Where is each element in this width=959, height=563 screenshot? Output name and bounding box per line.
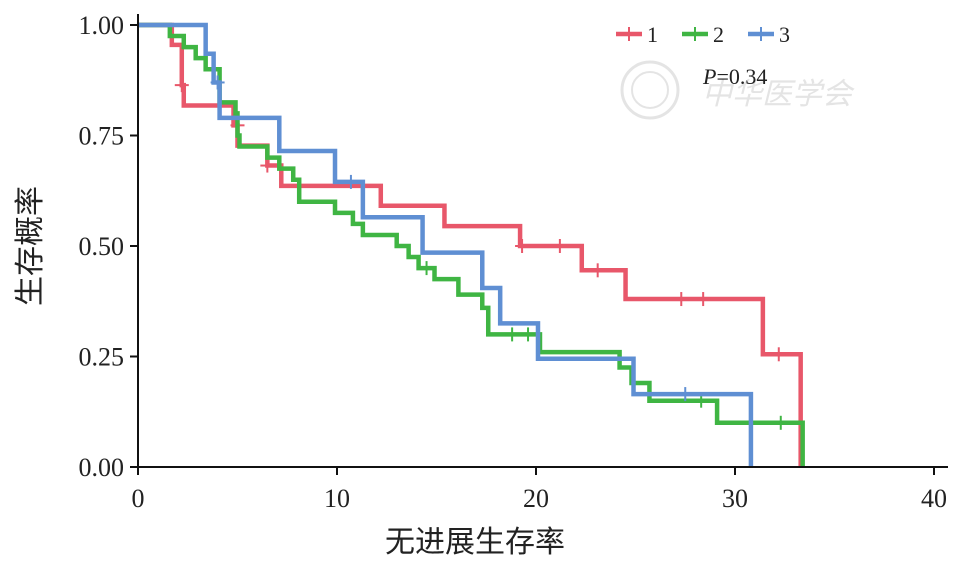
y-tick-label-3: 0.75 xyxy=(79,122,125,151)
p-value-annotation: P=0.34 xyxy=(702,64,767,89)
p-value-symbol: P xyxy=(702,64,716,89)
y-tick-label-4: 1.00 xyxy=(79,11,125,40)
y-axis-title: 生存概率 xyxy=(13,186,48,306)
legend-label-1: 1 xyxy=(647,22,658,47)
watermark-seal-icon xyxy=(620,60,680,120)
watermark-text: 中华医学会 xyxy=(702,77,855,112)
legend: 1 2 3 xyxy=(616,22,790,47)
p-value-text: =0.34 xyxy=(716,64,767,89)
x-tick-label-2: 20 xyxy=(523,484,549,513)
y-tick-label-0: 0.00 xyxy=(79,453,125,482)
y-tick-label-2: 0.50 xyxy=(79,232,125,261)
x-tick-label-4: 40 xyxy=(921,484,947,513)
legend-label-2: 2 xyxy=(713,22,724,47)
watermark: 中华医学会 xyxy=(620,60,855,120)
y-tick-label-1: 0.25 xyxy=(79,343,125,372)
x-axis-title: 无进展生存率 xyxy=(385,525,565,560)
plot-area xyxy=(138,22,805,467)
legend-label-3: 3 xyxy=(779,22,790,47)
watermark-seal-inner-icon xyxy=(631,71,669,109)
x-tick-label-0: 0 xyxy=(132,484,145,513)
x-tick-label-3: 30 xyxy=(722,484,748,513)
axes: 0 10 20 30 40 0.00 0.25 0.50 0.75 1.00 xyxy=(79,11,948,513)
x-tick-label-1: 10 xyxy=(324,484,350,513)
